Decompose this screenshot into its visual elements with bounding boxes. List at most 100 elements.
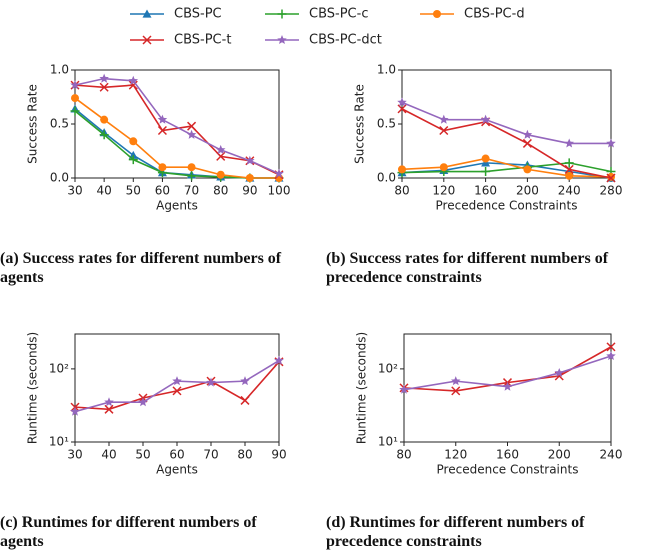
x-tick-label: 50: [135, 448, 150, 462]
x-axis-label: Agents: [156, 199, 198, 213]
x-tick-label: 60: [155, 184, 170, 198]
marker: [157, 114, 168, 124]
marker: [187, 163, 196, 172]
series-line: [74, 361, 280, 411]
legend-label: CBS-PC-dct: [309, 33, 382, 48]
marker: [70, 406, 80, 416]
marker: [522, 138, 532, 148]
marker: [216, 170, 225, 179]
marker: [128, 155, 138, 165]
marker: [397, 97, 407, 107]
series-line: [74, 77, 280, 175]
legend-label: CBS-PC-d: [464, 7, 525, 22]
marker: [439, 125, 449, 136]
x-tick-label: 120: [444, 448, 467, 462]
marker: [564, 138, 574, 148]
y-tick-label: 1.0: [377, 63, 396, 77]
x-tick-label: 280: [600, 184, 623, 198]
marker: [480, 114, 491, 124]
x-tick-label: 90: [271, 448, 286, 462]
plot-frame: [74, 333, 280, 443]
marker: [100, 115, 109, 124]
marker: [522, 129, 533, 139]
marker: [565, 171, 574, 180]
x-tick-label: 200: [548, 448, 571, 462]
marker: [564, 158, 574, 168]
marker: [439, 114, 449, 124]
y-tick-label: 10¹: [49, 435, 69, 449]
legend-label: CBS-PC-t: [174, 33, 231, 48]
y-tick-label: 10¹: [378, 435, 398, 449]
y-axis-label: Success Rate: [26, 84, 40, 164]
x-tick-label: 80: [394, 184, 409, 198]
marker: [99, 82, 109, 92]
x-tick-label: 240: [558, 184, 581, 198]
x-tick-label: 160: [496, 448, 519, 462]
marker: [274, 168, 284, 178]
y-tick-label: 1.0: [50, 63, 69, 77]
x-tick-label: 80: [396, 448, 411, 462]
x-axis-label: Precedence Constraints: [436, 199, 578, 213]
caption: (d) Runtimes for different numbers of pr…: [326, 514, 585, 550]
marker: [187, 121, 197, 131]
marker: [104, 397, 114, 407]
marker: [104, 404, 114, 414]
y-tick-label: 0.5: [50, 117, 69, 131]
series-line: [401, 157, 612, 178]
marker: [433, 10, 441, 18]
marker: [606, 138, 616, 148]
caption: (c) Runtimes for different numbers of ag…: [0, 514, 257, 550]
marker: [450, 376, 461, 386]
marker: [157, 125, 167, 136]
marker: [606, 342, 616, 352]
x-tick-label: 240: [600, 448, 623, 462]
marker: [142, 35, 152, 45]
x-tick-label: 60: [169, 448, 184, 462]
marker: [399, 384, 409, 394]
marker: [564, 164, 574, 174]
x-tick-label: 80: [237, 448, 252, 462]
marker: [523, 165, 532, 174]
marker: [554, 367, 565, 377]
x-tick-label: 40: [101, 448, 116, 462]
marker: [277, 9, 287, 19]
marker: [502, 381, 513, 391]
marker: [129, 137, 138, 146]
x-tick-label: 120: [432, 184, 455, 198]
marker: [206, 377, 216, 387]
x-tick-label: 200: [516, 184, 539, 198]
marker: [70, 106, 80, 116]
marker: [99, 73, 109, 83]
marker: [71, 94, 79, 103]
series-line: [401, 108, 612, 179]
series-line: [74, 84, 280, 176]
y-axis-label: Runtime (seconds): [26, 332, 40, 444]
series-line: [401, 162, 612, 174]
x-tick-label: 70: [203, 448, 218, 462]
x-tick-label: 70: [184, 184, 199, 198]
x-tick-label: 30: [67, 448, 82, 462]
x-tick-label: 90: [242, 184, 257, 198]
marker: [607, 172, 615, 181]
marker: [172, 386, 182, 396]
x-tick-label: 30: [67, 184, 82, 198]
x-tick-label: 80: [213, 184, 228, 198]
marker: [240, 395, 250, 405]
marker: [128, 80, 138, 90]
marker: [245, 155, 255, 165]
legend-label: CBS-PC-c: [309, 7, 368, 22]
marker: [99, 130, 109, 140]
marker: [158, 163, 167, 172]
y-tick-label: 10²: [378, 361, 398, 375]
marker: [215, 144, 226, 154]
x-tick-label: 160: [474, 184, 497, 198]
caption: (a) Success rates for different numbers …: [0, 250, 282, 286]
y-axis-label: Runtime (seconds): [355, 332, 369, 444]
series-line: [74, 97, 279, 179]
marker: [274, 355, 284, 365]
marker: [481, 167, 491, 177]
x-tick-label: 40: [97, 184, 112, 198]
marker: [186, 129, 197, 139]
marker: [128, 75, 139, 85]
